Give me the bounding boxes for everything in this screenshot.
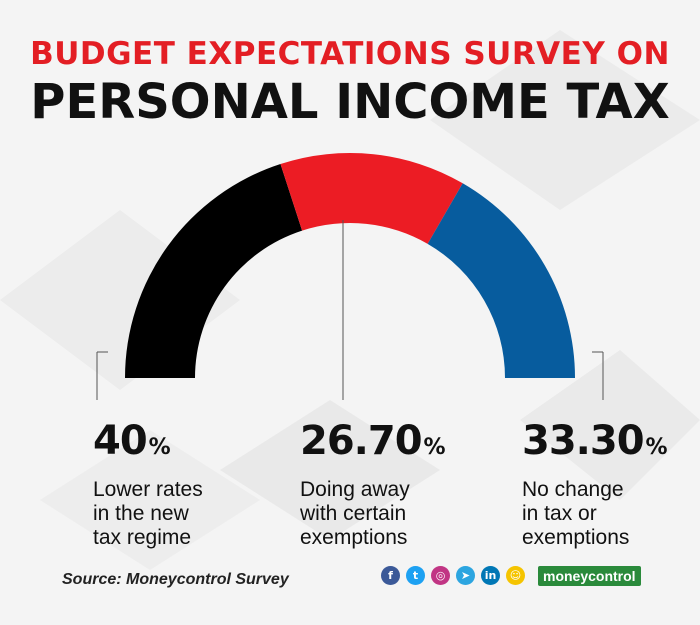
- chart-title-line-1: BUDGET EXPECTATIONS SURVEY ON: [30, 36, 670, 72]
- instagram-icon[interactable]: ◎: [431, 566, 450, 585]
- source-note: Source: Moneycontrol Survey: [62, 571, 289, 588]
- value-label-3: 33.30%: [522, 418, 668, 464]
- gauge-segment-1: [125, 164, 303, 378]
- twitter-icon[interactable]: t: [406, 566, 425, 585]
- chart-title-line-2: PERSONAL INCOME TAX: [30, 74, 670, 130]
- value-label-1: 40%: [93, 418, 171, 464]
- category-label-1: Lower rates in the new tax regime: [93, 478, 203, 549]
- social-icons: f t ◎ ➤ in ☺: [381, 566, 525, 585]
- moneycontrol-logo: moneycontrol: [538, 566, 641, 586]
- gauge-segment-2: [280, 153, 463, 244]
- linkedin-icon[interactable]: in: [481, 566, 500, 585]
- value-label-2: 26.70%: [300, 418, 446, 464]
- gauge-segment-3: [427, 183, 575, 378]
- telegram-icon[interactable]: ➤: [456, 566, 475, 585]
- facebook-icon[interactable]: f: [381, 566, 400, 585]
- category-label-3: No change in tax or exemptions: [522, 478, 630, 549]
- snapchat-icon[interactable]: ☺: [506, 566, 525, 585]
- category-label-2: Doing away with certain exemptions: [300, 478, 410, 549]
